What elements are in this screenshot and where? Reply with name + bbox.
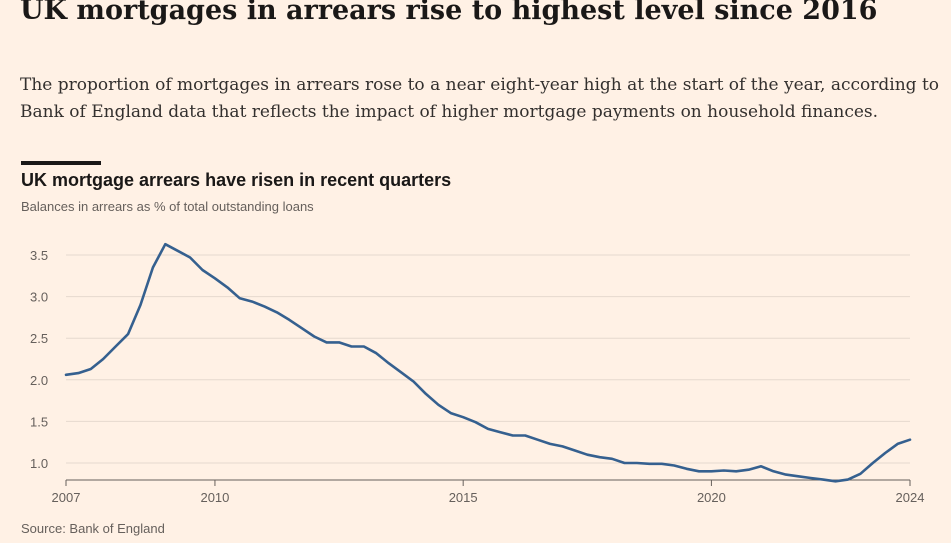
y-tick-label: 1.5 <box>30 414 48 429</box>
y-tick-label: 1.0 <box>30 456 48 471</box>
y-tick-label: 3.5 <box>30 248 48 263</box>
x-axis: 2007 2010 2015 2020 2024 <box>52 479 925 505</box>
x-tick-label: 2015 <box>449 490 478 505</box>
source-note: Source: Bank of England <box>21 521 165 536</box>
series-lines <box>64 242 912 483</box>
x-tick-label: 2024 <box>896 490 925 505</box>
chart-subtitle: Balances in arrears as % of total outsta… <box>21 199 314 214</box>
x-tick-label: 2010 <box>200 490 229 505</box>
headline: UK mortgages in arrears rise to highest … <box>20 0 878 26</box>
chart-title: UK mortgage arrears have risen in recent… <box>21 170 452 190</box>
title-rule <box>21 161 101 165</box>
y-tick-label: 2.5 <box>30 331 48 346</box>
y-axis-ticks: 1.0 1.5 2.0 2.5 3.0 3.5 <box>30 248 48 471</box>
y-tick-label: 2.0 <box>30 373 48 388</box>
standfirst: The proportion of mortgages in arrears r… <box>20 75 940 122</box>
series-line-0 <box>64 242 912 483</box>
x-tick-label: 2007 <box>52 490 81 505</box>
gridlines <box>66 254 910 464</box>
y-tick-label: 3.0 <box>30 290 48 305</box>
x-tick-label: 2020 <box>697 490 726 505</box>
line-chart: 1.0 1.5 2.0 2.5 3.0 3.5 2007 2010 2015 2020 2024 <box>30 242 925 505</box>
